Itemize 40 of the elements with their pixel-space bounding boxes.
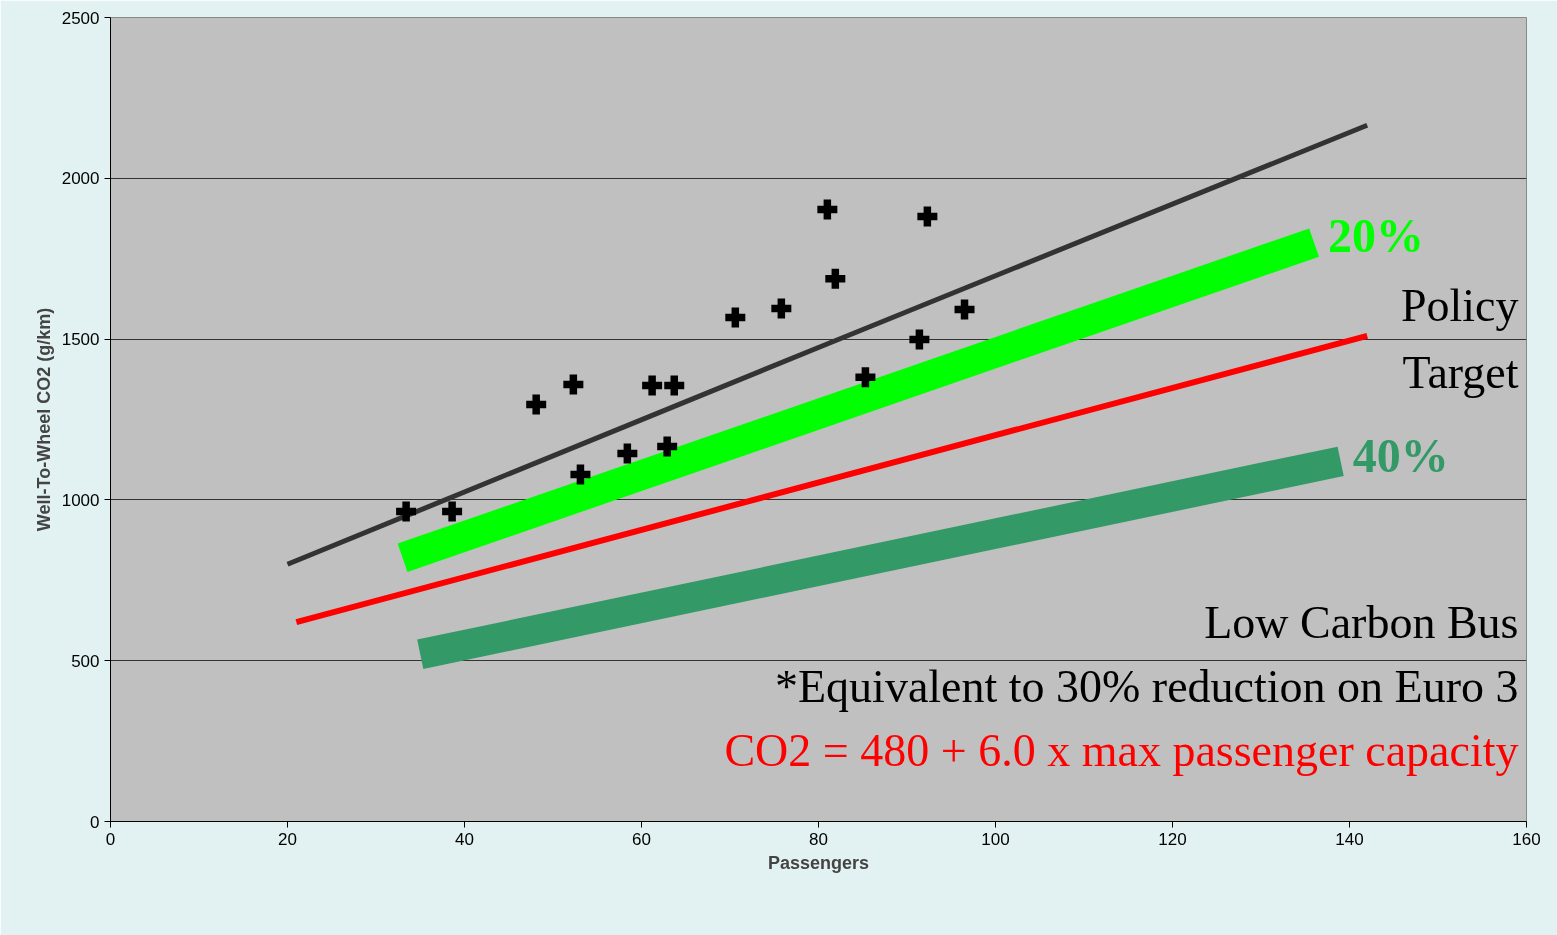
point bbox=[855, 367, 876, 388]
annotation: Policy Target bbox=[1400, 280, 1519, 398]
x-tick-label: 100 bbox=[981, 829, 1010, 849]
point bbox=[442, 501, 463, 522]
point bbox=[664, 375, 685, 396]
point bbox=[825, 268, 846, 289]
annotation: 40% bbox=[1352, 429, 1449, 483]
point bbox=[642, 375, 663, 396]
x-tick-label: 40 bbox=[455, 829, 474, 849]
point bbox=[725, 307, 746, 328]
x-tick-label: 160 bbox=[1512, 829, 1541, 849]
point bbox=[771, 298, 792, 319]
point bbox=[817, 199, 838, 220]
point bbox=[954, 299, 975, 320]
y-tick-label: 2500 bbox=[61, 8, 100, 28]
x-axis-title: Passengers bbox=[767, 852, 870, 873]
y-tick-label: 500 bbox=[71, 651, 100, 671]
annotation: 20% bbox=[1328, 209, 1425, 263]
y-tick-label: 2000 bbox=[61, 169, 100, 189]
point bbox=[563, 374, 584, 395]
annotation: CO2 = 480 + 6.0 x max passenger capacity bbox=[724, 724, 1519, 776]
y-tick-label: 1500 bbox=[61, 330, 100, 350]
x-tick-label: 120 bbox=[1158, 829, 1187, 849]
x-tick-label: 60 bbox=[632, 829, 651, 849]
y-tick-label: 0 bbox=[90, 812, 100, 832]
point bbox=[526, 394, 547, 415]
annotation: Low Carbon Bus bbox=[1204, 596, 1519, 648]
point bbox=[657, 436, 678, 457]
annotation: *Equivalent to 30% reduction on Euro 3 bbox=[775, 660, 1519, 712]
x-tick-label: 140 bbox=[1335, 829, 1364, 849]
point bbox=[396, 501, 417, 522]
y-axis-title: Well-To-Wheel CO2 (g/km) bbox=[33, 307, 54, 532]
point bbox=[570, 464, 591, 485]
x-tick-label: 20 bbox=[278, 829, 297, 849]
point bbox=[917, 206, 938, 227]
y-tick-label: 1000 bbox=[61, 490, 100, 510]
point bbox=[617, 443, 638, 464]
x-tick-label: 80 bbox=[809, 829, 828, 849]
point bbox=[909, 329, 930, 350]
x-tick-label: 0 bbox=[105, 829, 116, 849]
